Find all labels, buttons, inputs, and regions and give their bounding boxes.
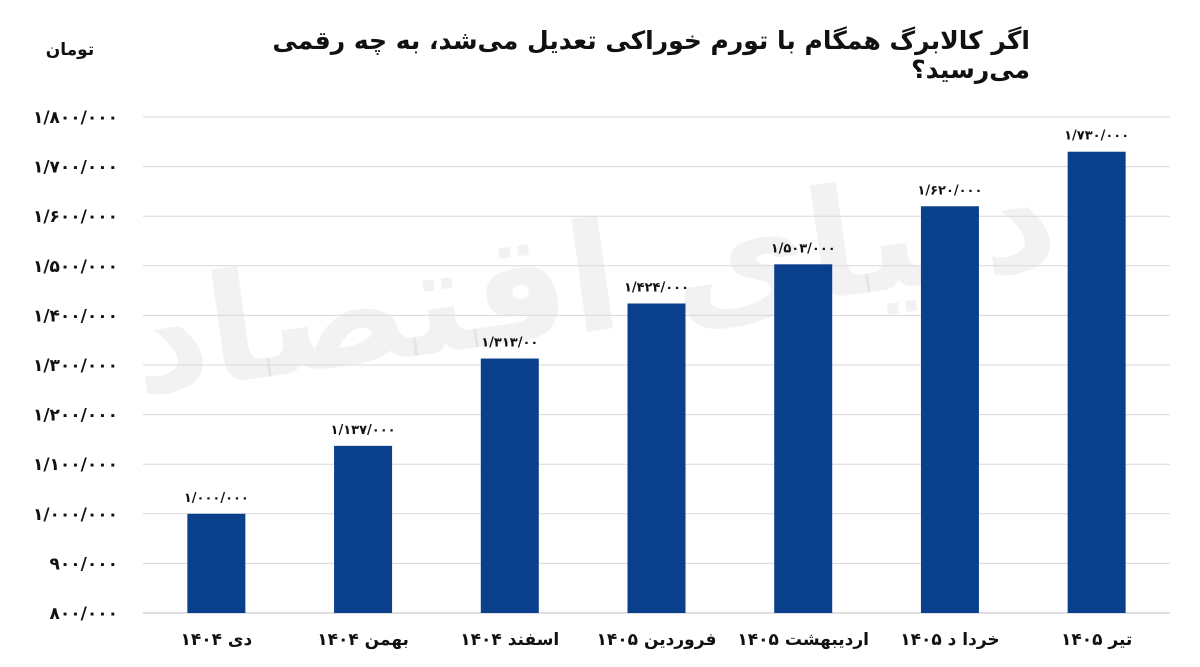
y-tick-label: ۱/۰۰۰/۰۰۰ [33,505,118,525]
chart-title: اگر کالابرگ همگام با تورم خوراکی تعدیل م… [272,26,1030,84]
x-tick-label: اردیبهشت ۱۴۰۵ [737,630,869,650]
x-tick-label: تیر ۱۴۰۵ [1061,630,1132,650]
data-label: ۱/۷۳۰/۰۰۰ [1064,129,1129,144]
y-tick-label: ۹۰۰/۰۰۰ [50,554,118,574]
x-tick-label: خردا د ۱۴۰۵ [900,630,999,650]
y-tick-label: ۱/۳۰۰/۰۰۰ [33,356,118,376]
y-axis-unit-label: تومان [45,40,95,60]
bar [334,445,393,613]
x-tick-label: اسفند ۱۴۰۴ [460,630,559,650]
y-tick-label: ۱/۷۰۰/۰۰۰ [33,158,118,178]
y-tick-label: ۸۰۰/۰۰۰ [50,604,118,624]
x-tick-label: فروردین ۱۴۰۵ [597,630,717,650]
bar [187,513,246,613]
data-label: ۱/۵۰۳/۰۰۰ [771,241,836,256]
data-label: ۱/۳۱۳/۰۰ [481,336,538,351]
bar [920,206,979,613]
y-tick-label: ۱/۶۰۰/۰۰۰ [33,207,118,227]
bar [774,264,833,613]
data-label: ۱/۰۰۰/۰۰۰ [184,491,249,506]
y-tick-label: ۱/۴۰۰/۰۰۰ [33,306,118,326]
y-tick-label: ۱/۵۰۰/۰۰۰ [33,257,118,277]
bar [627,303,686,613]
x-tick-label: بهمن ۱۴۰۴ [317,630,409,650]
y-tick-label: ۱/۱۰۰/۰۰۰ [33,455,118,475]
y-tick-label: ۱/۲۰۰/۰۰۰ [33,406,118,426]
bar [1067,151,1126,613]
bar [480,358,539,613]
data-label: ۱/۱۳۷/۰۰۰ [331,423,396,438]
x-tick-label: دی ۱۴۰۴ [180,630,252,650]
y-tick-label: ۱/۸۰۰/۰۰۰ [33,108,118,128]
data-label: ۱/۴۲۴/۰۰۰ [624,280,689,295]
data-label: ۱/۶۲۰/۰۰۰ [917,183,982,198]
